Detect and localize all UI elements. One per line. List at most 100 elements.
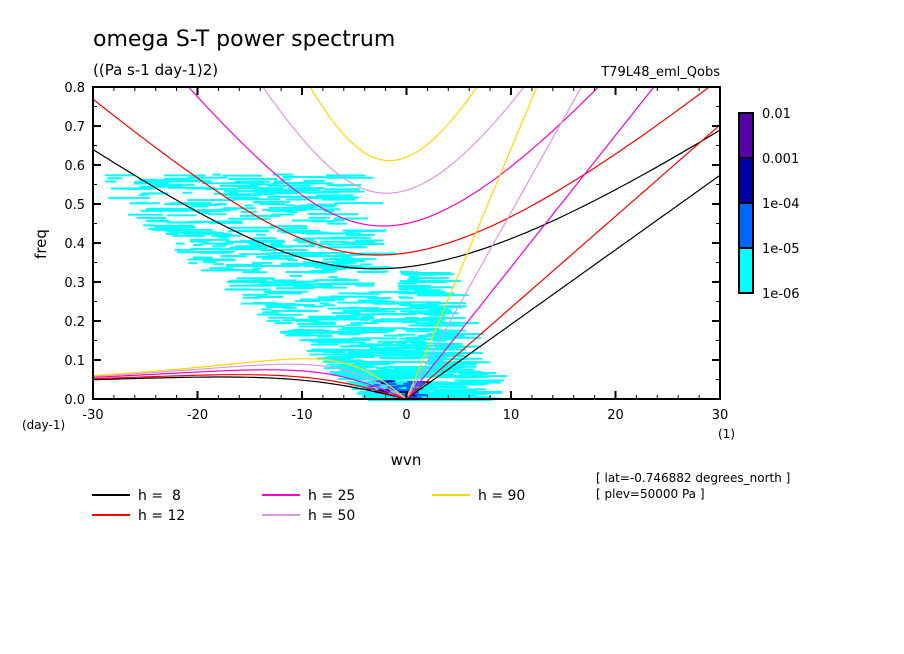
power-cell [317, 341, 366, 344]
power-cell [256, 256, 280, 259]
power-cell [328, 197, 346, 200]
power-cell [402, 389, 410, 392]
power-cell [104, 174, 135, 177]
power-cell [326, 184, 362, 187]
y-tick-label: 0.3 [64, 276, 85, 291]
power-cell [324, 255, 335, 258]
power-cell [432, 375, 481, 378]
power-cell [455, 376, 475, 379]
power-cell [286, 225, 300, 228]
power-cell [383, 375, 394, 378]
power-cell [272, 173, 294, 176]
power-cell [428, 358, 468, 361]
power-cell [305, 232, 344, 235]
power-cell [145, 219, 168, 222]
power-cell [252, 261, 273, 264]
power-cell [335, 295, 378, 298]
power-cell [321, 286, 347, 289]
power-cell [326, 363, 350, 366]
power-cell [213, 263, 224, 266]
power-cell [198, 251, 225, 254]
power-cell [274, 281, 291, 284]
power-cell [429, 314, 446, 317]
power-cell [409, 273, 455, 276]
power-cell [244, 204, 254, 207]
power-cell [137, 216, 167, 219]
power-cell [408, 396, 422, 399]
power-cell [461, 375, 508, 378]
power-cell [192, 256, 213, 259]
power-cell [398, 288, 432, 291]
colorbar: 0.01 0.001 1e-04 1e-05 1e-06 [738, 107, 800, 302]
power-cell [310, 343, 339, 346]
power-cell [204, 188, 238, 191]
curve-ig1-h8 [93, 129, 720, 270]
chart-subtitle: ((Pa s-1 day-1)2) [93, 61, 218, 79]
curve-kelvin-h25 [406, 87, 655, 399]
power-cell [381, 360, 417, 363]
power-cell [319, 302, 329, 305]
curve-ig1-h50 [262, 87, 525, 194]
power-cell [212, 173, 222, 176]
power-cell [417, 334, 454, 337]
power-cell [348, 366, 371, 369]
power-cell [379, 318, 408, 321]
x-tick-label: 30 [712, 408, 729, 423]
power-cell [345, 233, 375, 236]
power-cell [308, 216, 330, 219]
power-cell [320, 237, 356, 240]
legend-label: h = 8 [138, 488, 181, 504]
power-cell [164, 228, 213, 231]
power-cell [165, 226, 196, 229]
power-cell [430, 368, 475, 371]
x-axis-label: wvn [391, 451, 422, 469]
power-cell [398, 290, 411, 293]
power-cell [389, 388, 406, 391]
power-cell [252, 237, 277, 240]
power-cell [326, 176, 374, 179]
power-cell [179, 209, 197, 212]
legend-label: h = 50 [308, 508, 355, 524]
power-cell [353, 363, 390, 366]
power-cell [354, 239, 384, 242]
power-cell [259, 248, 308, 251]
power-cell [185, 221, 228, 224]
power-cell [435, 389, 452, 392]
power-cell [148, 227, 182, 230]
power-cell [169, 183, 183, 186]
power-cell [255, 233, 266, 236]
power-cell [295, 237, 334, 240]
power-cell [377, 327, 407, 330]
power-cell [411, 356, 447, 359]
power-cell [356, 360, 391, 363]
power-cell [370, 320, 419, 323]
power-cell [265, 304, 315, 307]
power-cell [349, 383, 368, 386]
curve-kelvin-h90 [405, 87, 538, 399]
x-tick-label: 20 [607, 408, 624, 423]
power-cell [452, 357, 482, 360]
power-cell [314, 318, 337, 321]
power-cell [351, 337, 384, 340]
power-cell [298, 325, 346, 328]
power-cell [326, 222, 348, 225]
power-cell [408, 286, 454, 289]
power-cell [425, 385, 463, 388]
power-cell [403, 352, 443, 355]
power-cell [275, 313, 303, 316]
power-cell [357, 299, 387, 302]
power-cell [330, 282, 375, 285]
power-cell [194, 210, 222, 213]
power-cell [321, 198, 356, 201]
dispersion-curves [93, 87, 720, 399]
power-cell [309, 270, 335, 273]
power-cell [309, 317, 336, 320]
power-cell [444, 388, 486, 391]
power-cell [317, 296, 347, 299]
power-cell [428, 362, 477, 365]
chart-title: omega S-T power spectrum [93, 27, 395, 52]
power-cell [165, 233, 179, 236]
power-cell [272, 279, 296, 282]
power-cell [344, 231, 353, 234]
power-cell [335, 374, 358, 377]
